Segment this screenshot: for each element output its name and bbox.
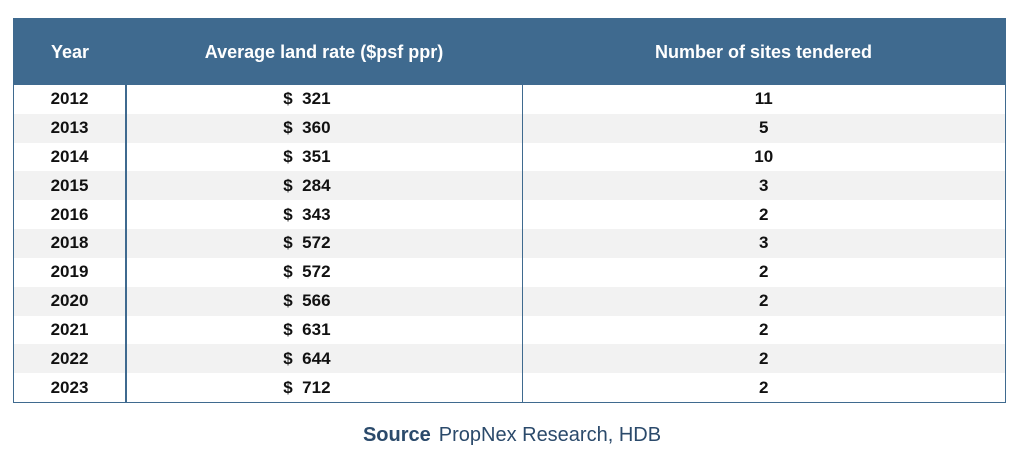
currency-symbol: $ xyxy=(283,262,293,282)
currency-symbol: $ xyxy=(283,348,293,368)
rate-value: 712 xyxy=(302,377,331,397)
source-label: Source xyxy=(362,424,431,446)
cell-average-land-rate: $ 712 xyxy=(126,373,523,402)
header-average-land-rate: Average land rate ($psf ppr) xyxy=(204,41,444,62)
rate-value-group: $ 631 xyxy=(283,320,353,340)
cell-sites-tendered: 2 xyxy=(759,377,769,397)
rate-value: 572 xyxy=(302,262,331,282)
cell-year: 2023 xyxy=(14,373,127,402)
land-rate-table: Year Average land rate ($psf ppr) Number… xyxy=(14,19,1005,402)
cell-average-land-rate: $ 360 xyxy=(126,113,523,143)
currency-symbol: $ xyxy=(283,147,293,167)
table-row: 2014 $ 351 10 xyxy=(14,142,1005,172)
source-note: Source PropNex Research, HDB xyxy=(0,424,1024,447)
currency-symbol: $ xyxy=(283,377,293,397)
cell-year: 2014 xyxy=(14,142,127,172)
cell-average-land-rate: $ 343 xyxy=(126,200,523,230)
table-row: 2012 $ 321 11 xyxy=(14,85,1005,114)
rate-value: 351 xyxy=(302,147,331,167)
table-row: 2018 $ 572 3 xyxy=(14,229,1005,258)
cell-average-land-rate: $ 572 xyxy=(126,229,523,258)
cell-year: 2012 xyxy=(14,85,127,114)
currency-symbol: $ xyxy=(283,89,293,109)
data-table-container: Year Average land rate ($psf ppr) Number… xyxy=(13,18,1006,403)
table-row: 2023 $ 712 2 xyxy=(14,373,1005,402)
table-header-row: Year Average land rate ($psf ppr) Number… xyxy=(14,19,1005,85)
cell-year: 2021 xyxy=(14,315,127,345)
cell-sites-tendered: 5 xyxy=(759,118,769,138)
rate-value-group: $ 566 xyxy=(283,291,353,311)
cell-sites-tendered: 3 xyxy=(759,233,769,253)
rate-value: 321 xyxy=(302,89,331,109)
cell-year: 2022 xyxy=(14,344,127,374)
table-row: 2022 $ 644 2 xyxy=(14,344,1005,374)
rate-value-group: $ 284 xyxy=(283,176,353,196)
cell-average-land-rate: $ 644 xyxy=(126,344,523,374)
currency-symbol: $ xyxy=(283,118,293,138)
cell-average-land-rate: $ 351 xyxy=(126,142,523,172)
rate-value-group: $ 572 xyxy=(283,262,353,282)
rate-value: 631 xyxy=(302,319,331,339)
cell-average-land-rate: $ 572 xyxy=(126,257,523,287)
currency-symbol: $ xyxy=(283,291,293,311)
currency-symbol: $ xyxy=(283,175,293,195)
currency-symbol: $ xyxy=(283,233,293,253)
table-body: 2012 $ 321 11 2013 $ 360 5 2014 $ 351 10 2015 $ 28… xyxy=(14,85,1005,402)
rate-value: 360 xyxy=(302,118,331,138)
rate-value: 284 xyxy=(302,175,331,195)
table-row: 2020 $ 566 2 xyxy=(14,286,1005,316)
cell-average-land-rate: $ 566 xyxy=(126,286,523,316)
rate-value-group: $ 644 xyxy=(283,349,353,369)
table-row: 2016 $ 343 2 xyxy=(14,200,1005,230)
rate-value: 566 xyxy=(302,291,331,311)
header-number-of-sites: Number of sites tendered xyxy=(654,41,873,62)
rate-value: 343 xyxy=(302,204,331,224)
rate-value-group: $ 360 xyxy=(283,118,353,138)
table-row: 2013 $ 360 5 xyxy=(14,113,1005,143)
cell-average-land-rate: $ 284 xyxy=(126,171,523,201)
rate-value-group: $ 351 xyxy=(283,147,353,167)
cell-sites-tendered: 2 xyxy=(759,348,769,368)
table-row: 2021 $ 631 2 xyxy=(14,315,1005,345)
rate-value-group: $ 321 xyxy=(283,89,353,109)
cell-sites-tendered: 2 xyxy=(759,319,769,339)
currency-symbol: $ xyxy=(283,204,293,224)
cell-year: 2018 xyxy=(14,229,127,258)
cell-sites-tendered: 3 xyxy=(759,175,769,195)
cell-sites-tendered: 2 xyxy=(759,291,769,311)
cell-sites-tendered: 2 xyxy=(759,204,769,224)
currency-symbol: $ xyxy=(283,319,293,339)
cell-sites-tendered: 11 xyxy=(754,89,773,109)
rate-value: 644 xyxy=(302,348,331,368)
cell-sites-tendered: 2 xyxy=(759,262,769,282)
table-row: 2019 $ 572 2 xyxy=(14,257,1005,287)
table-row: 2015 $ 284 3 xyxy=(14,171,1005,201)
rate-value-group: $ 712 xyxy=(283,378,353,398)
source-text: PropNex Research, HDB xyxy=(438,424,662,446)
header-year: Year xyxy=(50,41,90,62)
rate-value: 572 xyxy=(302,233,331,253)
rate-value-group: $ 572 xyxy=(283,233,353,253)
cell-average-land-rate: $ 631 xyxy=(126,315,523,345)
cell-year: 2016 xyxy=(14,200,127,230)
cell-year: 2015 xyxy=(14,171,127,201)
cell-year: 2019 xyxy=(14,257,127,287)
cell-year: 2020 xyxy=(14,286,127,316)
cell-year: 2013 xyxy=(14,113,127,143)
cell-average-land-rate: $ 321 xyxy=(126,85,523,114)
cell-sites-tendered: 10 xyxy=(754,147,774,167)
rate-value-group: $ 343 xyxy=(283,205,353,225)
